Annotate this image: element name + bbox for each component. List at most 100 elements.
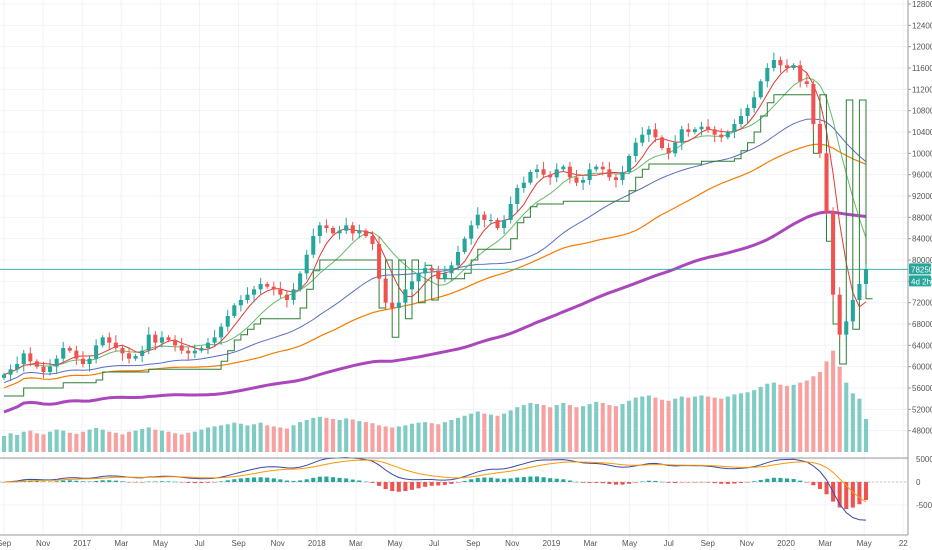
candle-body: [653, 129, 658, 138]
volume-bar: [449, 420, 454, 452]
candlesticks[interactable]: [1, 52, 869, 381]
candle-body: [831, 212, 836, 295]
macd-histogram-bar: [541, 477, 546, 482]
candle-body: [390, 302, 395, 308]
price-tick-label: 60000: [912, 363, 932, 372]
macd-histogram-bar: [278, 479, 283, 482]
candle-body: [469, 225, 474, 239]
volume-bar: [100, 429, 105, 452]
volume-bar: [784, 385, 790, 452]
countdown-badge: [909, 275, 931, 287]
candle-body: [166, 337, 171, 340]
macd-histogram-bar: [219, 481, 224, 482]
macd-histogram-bar: [725, 482, 730, 484]
macd-histogram-bar: [48, 481, 53, 483]
macd-histogram-bar: [146, 481, 151, 483]
candle-body: [686, 129, 691, 132]
candle-body: [534, 169, 540, 172]
candle-body: [699, 126, 704, 130]
macd-histogram-bar: [482, 477, 487, 482]
volume-bar: [686, 397, 691, 452]
volume-bar: [758, 386, 763, 452]
volume-bar: [173, 433, 178, 452]
volume-bar: [87, 429, 92, 452]
macd-histogram-bar: [771, 477, 776, 482]
volume-bar: [252, 424, 257, 452]
volume-bar: [442, 422, 447, 452]
volume-bar: [8, 433, 13, 452]
macd-histogram-bar: [232, 479, 237, 482]
volume-bar: [706, 396, 711, 452]
candle-body: [337, 230, 342, 234]
macd-histogram-bar: [600, 482, 605, 484]
time-tick-label: Nov: [740, 539, 754, 548]
candle-body: [791, 65, 796, 68]
candle-body: [113, 342, 118, 348]
macd-histogram-bar: [317, 476, 322, 482]
macd-histogram-bar: [706, 482, 711, 483]
macd-histogram-bar: [252, 477, 257, 482]
macd-histogram-bar: [100, 480, 105, 482]
candle-body: [442, 273, 447, 279]
volume-bar: [587, 404, 592, 452]
volume-bar: [659, 399, 665, 452]
candle-body: [48, 366, 53, 372]
candle-body: [844, 321, 849, 335]
macd-histogram-bar: [383, 482, 388, 490]
volume-bar: [554, 405, 559, 452]
candle-body: [752, 97, 757, 108]
macd-histogram-bar: [41, 481, 46, 482]
macd-histogram-bar: [620, 482, 625, 485]
volume-bar: [390, 427, 395, 452]
candle-body: [627, 156, 632, 172]
macd-histogram-bar: [633, 482, 638, 483]
candle-body: [245, 294, 250, 300]
volume-bar: [429, 423, 434, 452]
macd-histogram-bar: [765, 478, 770, 482]
macd-histogram-bar: [166, 481, 171, 482]
volume-bar: [765, 383, 770, 452]
volume-bar: [15, 434, 20, 452]
price-tick-label: 48000: [912, 427, 932, 436]
macd-histogram-bar: [784, 478, 790, 482]
candle-body: [719, 134, 724, 138]
volume-bar: [396, 426, 401, 452]
candle-body: [765, 68, 770, 82]
price-tick-label: 120000: [912, 43, 932, 52]
macd-histogram-bar: [659, 481, 665, 483]
macd-histogram-bar: [377, 482, 382, 486]
volume-bar: [311, 417, 316, 452]
price-axis[interactable]: 4800052000560006000064000680007200076000…: [908, 0, 932, 436]
macd-histogram-bar: [1, 482, 7, 483]
macd-axis[interactable]: 5000 0 -5000: [916, 455, 932, 510]
candle-body: [508, 204, 513, 220]
candle-body: [133, 356, 138, 359]
macd-histogram-bar: [646, 480, 651, 482]
macd-histogram-bar: [449, 482, 454, 484]
macd-histogram-bar: [311, 477, 316, 482]
time-tick-label: Mar: [584, 539, 598, 548]
volume-bar: [284, 428, 289, 452]
volume-bar: [561, 402, 566, 452]
volume-bar: [179, 434, 184, 452]
time-tick-label: Jul: [429, 539, 439, 548]
countdown-label: 4d 2h: [911, 277, 931, 286]
time-tick-label: May: [857, 539, 872, 548]
macd-histogram-bar: [673, 482, 678, 484]
time-tick-label: Mar: [818, 539, 832, 548]
volume-bar: [298, 422, 303, 452]
time-axis[interactable]: Sep Nov 2017 Mar May Jul Sep Nov 2018 Mar May Jul Se…: [0, 539, 908, 548]
candle-body: [541, 169, 546, 175]
macd-histogram-bar: [74, 480, 79, 482]
macd-histogram-bar: [80, 481, 86, 482]
volume-bar: [607, 405, 612, 452]
volume-bar: [666, 400, 671, 452]
volume-bar: [699, 395, 704, 452]
candle-body: [488, 220, 493, 221]
candle-body: [455, 252, 461, 266]
volume-bar: [850, 393, 855, 452]
price-tick-label: 96000: [912, 171, 932, 180]
volume-bar: [192, 431, 197, 452]
time-tick-label: May: [153, 539, 168, 548]
